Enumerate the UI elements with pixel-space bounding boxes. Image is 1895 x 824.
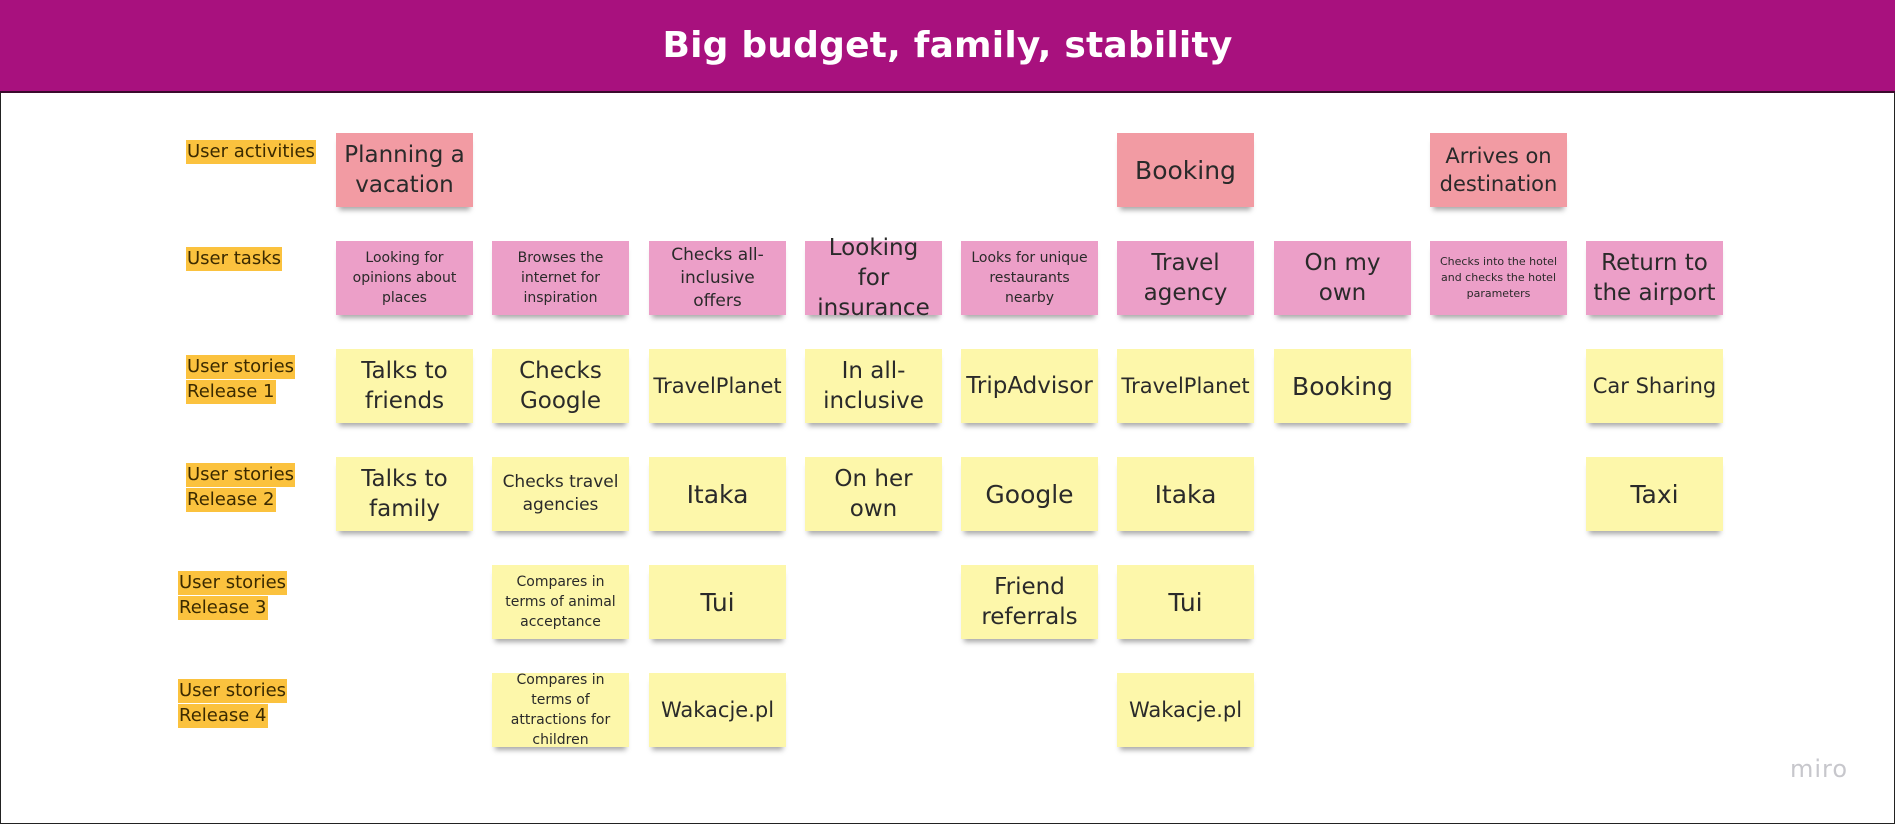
- sticky-note-story[interactable]: Talks to family: [336, 457, 473, 531]
- sticky-note-task[interactable]: Return to the airport: [1586, 241, 1723, 315]
- sticky-note-story[interactable]: In all-inclusive: [805, 349, 942, 423]
- sticky-note-story[interactable]: Tui: [649, 565, 786, 639]
- sticky-note-task[interactable]: Travel agency: [1117, 241, 1254, 315]
- sticky-note-task[interactable]: Looking for insurance: [805, 235, 942, 321]
- row-label-release-4: User stories Release 4: [178, 679, 288, 728]
- sticky-note-story[interactable]: Itaka: [649, 457, 786, 531]
- row-label-release-1: User stories Release 1: [186, 355, 296, 404]
- sticky-note-task[interactable]: Browses the internet for inspiration: [492, 241, 629, 315]
- sticky-note-activity[interactable]: Arrives on destination: [1430, 133, 1567, 207]
- miro-logo: miro: [1790, 755, 1849, 783]
- sticky-note-story[interactable]: TravelPlanet: [1117, 349, 1254, 423]
- sticky-note-story[interactable]: Booking: [1274, 349, 1411, 423]
- sticky-note-story[interactable]: Wakacje.pl: [649, 673, 786, 747]
- sticky-note-task[interactable]: Checks all-inclusive offers: [649, 241, 786, 315]
- sticky-note-story[interactable]: Car Sharing: [1586, 349, 1723, 423]
- sticky-note-task[interactable]: Looks for unique restaurants nearby: [961, 241, 1098, 315]
- sticky-note-task[interactable]: Looking for opinions about places: [336, 241, 473, 315]
- sticky-note-activity[interactable]: Planning a vacation: [336, 133, 473, 207]
- board-header: Big budget, family, stability: [0, 0, 1895, 93]
- row-label-activities: User activities: [186, 140, 316, 164]
- sticky-note-story[interactable]: Compares in terms of attractions for chi…: [492, 672, 629, 748]
- sticky-note-story[interactable]: TripAdvisor: [961, 349, 1098, 423]
- sticky-note-story[interactable]: Google: [961, 457, 1098, 531]
- sticky-note-story[interactable]: TravelPlanet: [649, 349, 786, 423]
- row-label-release-3: User stories Release 3: [178, 571, 288, 620]
- sticky-note-story[interactable]: Compares in terms of animal acceptance: [492, 565, 629, 639]
- sticky-note-activity[interactable]: Booking: [1117, 133, 1254, 207]
- sticky-note-task[interactable]: Checks into the hotel and checks the hot…: [1430, 241, 1567, 315]
- sticky-note-story[interactable]: Checks Google: [492, 349, 629, 423]
- sticky-note-story[interactable]: Itaka: [1117, 457, 1254, 531]
- sticky-note-story[interactable]: Friend referrals: [961, 565, 1098, 639]
- sticky-note-story[interactable]: Talks to friends: [336, 349, 473, 423]
- sticky-note-story[interactable]: On her own: [805, 457, 942, 531]
- row-label-release-2: User stories Release 2: [186, 463, 296, 512]
- sticky-note-story[interactable]: Tui: [1117, 565, 1254, 639]
- row-label-tasks: User tasks: [186, 247, 283, 271]
- sticky-note-story[interactable]: Checks travel agencies: [492, 457, 629, 531]
- sticky-note-story[interactable]: Taxi: [1586, 457, 1723, 531]
- board-title: Big budget, family, stability: [662, 25, 1233, 66]
- sticky-note-task[interactable]: On my own: [1274, 241, 1411, 315]
- sticky-note-story[interactable]: Wakacje.pl: [1117, 673, 1254, 747]
